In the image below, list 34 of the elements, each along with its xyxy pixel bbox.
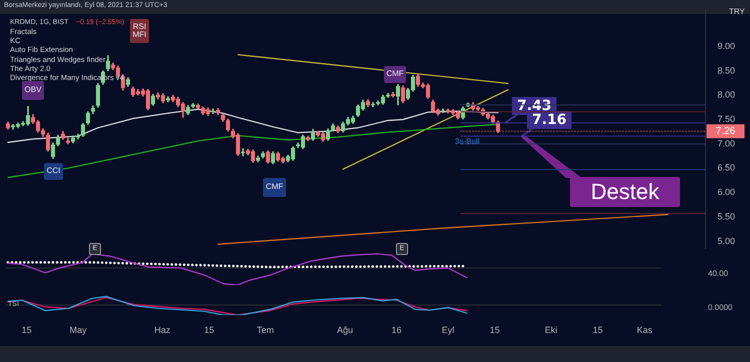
x-tick-label: 15	[490, 324, 500, 335]
ref-line-label: 7.26	[716, 126, 736, 137]
legend-label: 7.16	[532, 112, 567, 128]
x-tick-label: Eki	[544, 324, 558, 335]
annotation: CMF	[384, 66, 406, 83]
annotation: Destek	[570, 177, 680, 207]
x-tick-label: Tem	[256, 324, 274, 335]
y-tick-label: 7.00	[718, 138, 736, 148]
x-tick-label: Ağu	[336, 324, 353, 335]
y-tick-label: 6.00	[718, 187, 736, 198]
y-tick-label: 9.00	[718, 40, 736, 51]
x-tick-label: 16	[391, 324, 402, 335]
x-tick-label: Eyl	[442, 324, 454, 335]
annotation: RSI MFI	[130, 19, 149, 43]
x-tick-label: May	[70, 324, 88, 335]
y-tick-label: 6.50	[718, 162, 736, 173]
text: TRY	[729, 7, 745, 16]
x-tick-label: Haz	[154, 324, 171, 335]
y-tick-label: 8.00	[718, 90, 736, 100]
text: 40.00	[708, 269, 728, 278]
y-tick-label: 7.50	[718, 114, 736, 124]
annotation: OBV	[22, 81, 44, 100]
ref-line-label: 7.43	[517, 98, 552, 114]
y-tick-label: 8.50	[718, 65, 736, 76]
annotation: CCI	[44, 163, 63, 180]
x-tick-label: 15	[204, 324, 214, 335]
annotation: CMF	[263, 178, 286, 197]
text: 0.0000	[708, 303, 732, 312]
x-tick-label: 15	[22, 324, 32, 335]
x-tick-label: 15	[592, 324, 603, 335]
y-tick-label: 5.50	[718, 211, 736, 222]
y-tick-label: 5.00	[718, 236, 736, 246]
annotation: 3s-Bull	[455, 137, 480, 146]
x-tick-label: Kas	[636, 324, 653, 335]
